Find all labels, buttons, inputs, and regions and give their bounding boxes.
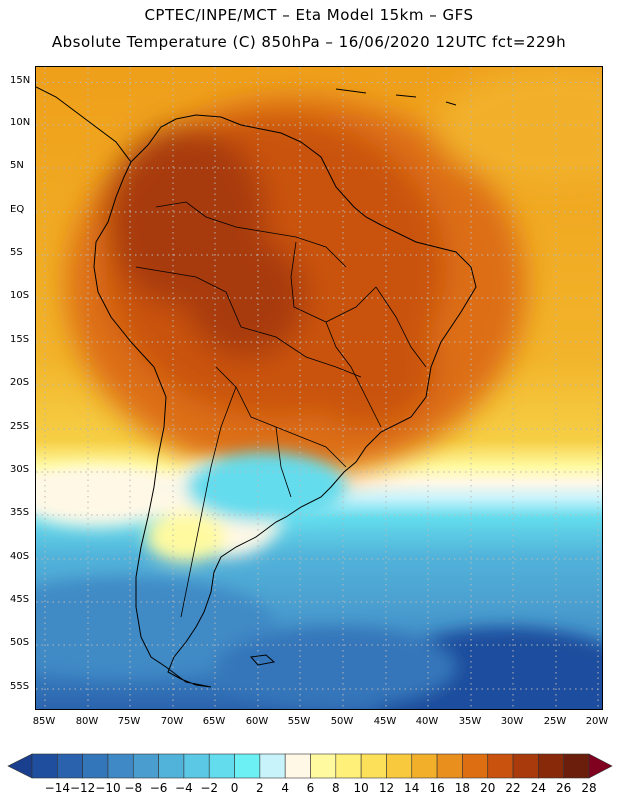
- colorbar-segment: [512, 753, 539, 779]
- central-america-coast: [36, 86, 132, 163]
- colorbar-tick-label: 28: [581, 781, 597, 795]
- colorbar-segment: [360, 753, 387, 779]
- colorbar-segment: [487, 753, 514, 779]
- colorbar-tick-label: 8: [331, 781, 340, 795]
- lat-label: 50S: [10, 637, 30, 648]
- colorbar-segment: [57, 753, 83, 779]
- colorbar-tick-label: 20: [480, 781, 496, 795]
- colorbar-segment: [386, 753, 413, 779]
- colorbar-tick-label: 14: [404, 781, 420, 795]
- lat-label: 55S: [10, 681, 30, 692]
- colorbar-segment: [208, 753, 235, 779]
- lat-label: 20S: [10, 377, 30, 388]
- lat-label: 5N: [10, 160, 24, 171]
- temperature-map: [36, 67, 602, 709]
- colorbar-tick-label: 12: [378, 781, 395, 795]
- lon-label: 80W: [75, 716, 99, 727]
- colorbar-tick-label: −4: [175, 781, 193, 795]
- country-borders: [135, 201, 427, 618]
- colorbar-segment: [132, 753, 159, 779]
- lon-label: 85W: [32, 716, 56, 727]
- falkland-islands: [250, 654, 276, 666]
- colorbar-segment: [183, 753, 210, 779]
- lon-label: 70W: [160, 716, 184, 727]
- lat-label: 25S: [10, 421, 30, 432]
- lon-label: 50W: [330, 716, 354, 727]
- colorbar-segment: [335, 753, 362, 779]
- temperature-colorbar: [7, 753, 613, 779]
- colorbar-segment: [538, 753, 564, 779]
- colorbar-tick-label: 0: [230, 781, 239, 795]
- colorbar-min-arrow: [7, 753, 33, 779]
- colorbar-segment: [563, 753, 590, 779]
- lon-label: 25W: [543, 716, 567, 727]
- colorbar-max-arrow: [588, 753, 613, 779]
- colorbar-tick-label: −8: [124, 781, 143, 795]
- lat-label: EQ: [10, 204, 25, 215]
- colorbar-segment: [82, 753, 109, 779]
- lon-label: 55W: [287, 716, 311, 727]
- map-title-line1: CPTEC/INPE/MCT – Eta Model 15km – GFS: [144, 6, 474, 24]
- lon-label: 45W: [373, 716, 397, 727]
- lon-label: 75W: [117, 716, 141, 727]
- lon-label: 65W: [202, 716, 226, 727]
- map-title-line2: Absolute Temperature (C) 850hPa – 16/06/…: [51, 33, 567, 51]
- lon-label: 60W: [245, 716, 269, 727]
- colorbar-tick-label: 26: [556, 781, 572, 795]
- lat-label: 45S: [10, 594, 30, 605]
- colorbar-tick-label: 24: [530, 781, 546, 795]
- lat-label: 15S: [10, 334, 30, 345]
- lon-label: 40W: [415, 716, 439, 727]
- colorbar-segment: [107, 753, 134, 779]
- map-panel: [35, 66, 603, 710]
- colorbar-tick-label: −14: [44, 781, 70, 795]
- colorbar-tick-label: −6: [149, 781, 168, 795]
- lat-label: 30S: [10, 464, 30, 475]
- colorbar-tick-label: 4: [281, 781, 289, 795]
- colorbar-tick-label: 10: [353, 781, 369, 795]
- colorbar-segment: [259, 753, 286, 779]
- colorbar-tick-label: 16: [429, 781, 445, 795]
- colorbar-tick-label: 6: [306, 781, 315, 795]
- colorbar-tick-label: 22: [505, 781, 521, 795]
- lon-label: 30W: [500, 716, 524, 727]
- colorbar-segment: [31, 753, 58, 779]
- lat-label: 10N: [10, 117, 31, 128]
- lat-label: 35S: [10, 507, 30, 518]
- lon-label: 20W: [585, 716, 609, 727]
- colorbar-segment: [436, 753, 463, 779]
- south-america-coastline: [93, 114, 477, 688]
- colorbar-segment: [462, 753, 489, 779]
- colorbar-segment: [234, 753, 261, 779]
- colorbar-tick-label: 18: [454, 781, 471, 795]
- lon-label: 35W: [458, 716, 482, 727]
- colorbar-tick-label: −10: [95, 781, 121, 795]
- colorbar-tick-label: −12: [69, 781, 96, 795]
- lat-label: 5S: [10, 247, 23, 258]
- caribbean-islands: [335, 88, 457, 106]
- lat-label: 40S: [10, 551, 30, 562]
- lat-label: 10S: [10, 290, 30, 301]
- colorbar-tick-label: 2: [256, 781, 264, 795]
- colorbar-segment: [284, 753, 311, 779]
- colorbar-tick-label: −2: [200, 781, 219, 795]
- colorbar-segment: [411, 753, 438, 779]
- colorbar-segment: [310, 753, 337, 779]
- lat-label: 15N: [10, 74, 31, 86]
- coastlines: [36, 86, 477, 688]
- colorbar-segment: [158, 753, 185, 779]
